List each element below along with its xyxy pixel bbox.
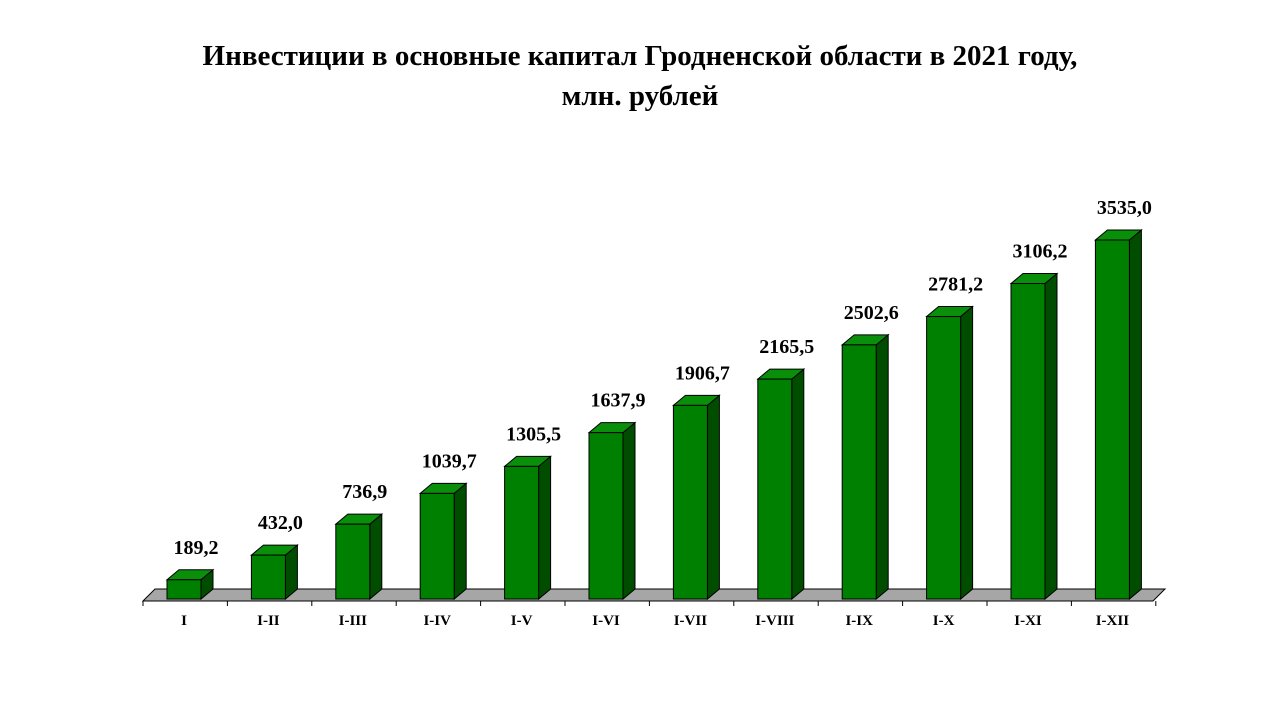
bar-front [841, 344, 877, 600]
x-tick-label: I-X [933, 613, 955, 629]
bar [250, 544, 299, 601]
bars [165, 228, 1143, 601]
bar [165, 568, 215, 601]
bar-side [538, 455, 552, 601]
bar [1094, 228, 1143, 601]
bar [925, 305, 974, 601]
value-label: 2781,2 [928, 274, 983, 296]
bar-front [757, 378, 793, 600]
bar-side [1044, 272, 1058, 601]
bar [418, 482, 468, 601]
value-label: 2165,5 [759, 336, 814, 358]
chart-title-line-2: млн. рублей [561, 80, 719, 112]
bar-front [1010, 283, 1046, 600]
bar [1009, 272, 1059, 601]
value-label: 1305,5 [506, 423, 561, 445]
bar-front [335, 523, 371, 600]
bar-side [369, 513, 383, 601]
bar-front [588, 432, 624, 600]
x-tick-label: I-VI [592, 613, 620, 629]
x-tick-label: I-VII [674, 613, 708, 629]
value-label: 189,2 [174, 537, 219, 559]
value-label: 1039,7 [422, 450, 477, 472]
x-tick-label: I-VIII [755, 613, 794, 629]
value-label: 1906,7 [675, 362, 730, 384]
bar-front [166, 579, 202, 600]
bar [503, 455, 552, 601]
x-tick-label: I-II [257, 613, 280, 629]
value-labels: 189,2 432,0 736,9 1039,7 1305,5 1637,9 1906,7 2… [174, 197, 1152, 559]
chart-title-line-1: Инвестиции в основные капитал Гродненско… [202, 40, 1078, 72]
bar-side [622, 421, 636, 601]
bar-front [250, 554, 286, 600]
x-axis-tick-labels: I I-II I-III I-IV I-V I-VI I-VII I-VIII I-IX I-X I… [181, 613, 1129, 629]
value-label: 2502,6 [844, 302, 899, 324]
x-tick-label: I-XII [1096, 613, 1130, 629]
chart-title: Инвестиции в основные капитал Гродненско… [0, 36, 1280, 116]
value-label: 3106,2 [1013, 241, 1068, 263]
bar [334, 513, 384, 601]
x-tick-label: I-V [511, 613, 533, 629]
bar-front [926, 316, 962, 600]
value-label: 3535,0 [1097, 197, 1152, 219]
value-label: 1637,9 [591, 390, 646, 412]
bar-side [960, 305, 974, 601]
bar-side [1128, 228, 1142, 601]
x-tick-label: I-XI [1014, 613, 1042, 629]
bar [840, 333, 890, 601]
chart-floor [141, 588, 1167, 606]
x-tick-label: I [181, 613, 187, 629]
bar [587, 421, 637, 601]
bar-side [453, 482, 467, 601]
bar-front [504, 465, 540, 600]
bar [756, 368, 806, 601]
chart-floor-plane [141, 588, 1167, 602]
bar-front [419, 492, 455, 600]
value-label: 736,9 [342, 481, 387, 503]
x-tick-label: I-IV [423, 613, 451, 629]
bar-front [672, 404, 708, 600]
bar-front [1094, 239, 1130, 600]
value-label: 432,0 [258, 512, 303, 534]
bar-side [706, 394, 720, 601]
bar-side [875, 333, 889, 601]
bar [672, 394, 721, 601]
x-tick-label: I-III [339, 613, 368, 629]
bar-side [791, 368, 805, 601]
x-tick-label: I-IX [845, 613, 873, 629]
